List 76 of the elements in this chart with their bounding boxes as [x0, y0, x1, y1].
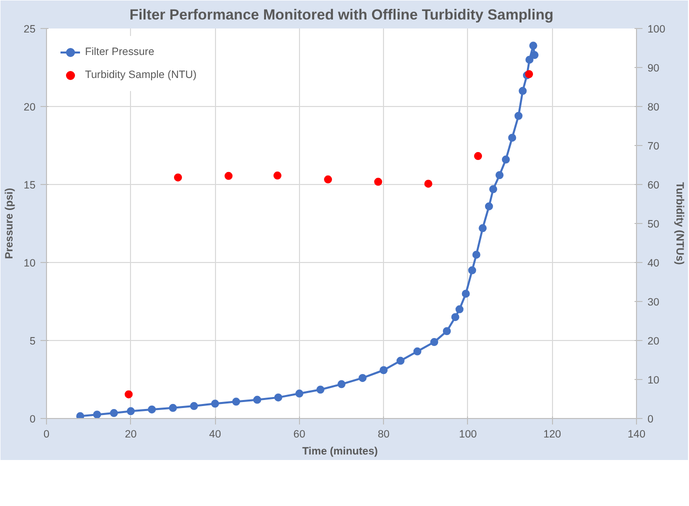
point — [380, 366, 388, 374]
point — [430, 338, 438, 346]
x-axis-title: Time (minutes) — [302, 446, 378, 458]
y2-tick-label: 0 — [648, 414, 654, 426]
point — [358, 374, 367, 382]
point — [148, 405, 156, 414]
point — [502, 156, 510, 164]
y2-tick-label: 40 — [648, 258, 660, 270]
point — [211, 400, 220, 408]
point — [224, 172, 233, 180]
point — [413, 347, 422, 356]
point — [496, 171, 504, 180]
y2-tick-label: 80 — [648, 102, 660, 114]
point — [474, 152, 482, 160]
point — [232, 398, 240, 406]
x-tick-label: 0 — [44, 428, 50, 440]
point — [338, 380, 346, 388]
point — [525, 56, 534, 64]
chart-title: Filter Performance Monitored with Offline Turbidity Sampling — [130, 8, 554, 24]
point — [274, 393, 282, 402]
y2-tick-label: 50 — [648, 218, 660, 230]
y2-tick-label: 100 — [648, 24, 666, 36]
x-tick-label: 140 — [628, 428, 646, 440]
point — [442, 327, 451, 336]
point — [468, 266, 476, 274]
point — [462, 290, 470, 298]
point — [451, 313, 460, 322]
point — [530, 51, 539, 60]
y-tick-label: 5 — [30, 336, 36, 348]
point — [489, 185, 498, 194]
y-tick-label: 15 — [24, 180, 36, 192]
legend-label: Turbidity Sample (NTU) — [85, 69, 197, 81]
y2-tick-label: 30 — [648, 296, 660, 308]
point — [424, 180, 432, 188]
point — [514, 112, 522, 120]
y2-axis-title: Turbidity (NTUs) — [673, 182, 686, 266]
point — [529, 42, 538, 50]
point — [324, 175, 332, 184]
point — [508, 134, 516, 142]
y-tick-label: 20 — [24, 102, 36, 114]
point — [478, 224, 487, 232]
y2-tick-label: 90 — [648, 62, 660, 74]
point — [295, 390, 304, 398]
y2-tick-label: 60 — [648, 180, 660, 192]
y-axis-title: Pressure (psi) — [4, 188, 16, 260]
point — [190, 402, 198, 410]
y2-tick-label: 10 — [648, 374, 660, 386]
x-tick-label: 120 — [543, 428, 562, 440]
y-tick-label: 25 — [24, 24, 36, 36]
y-tick-label: 10 — [24, 258, 36, 270]
point — [518, 86, 527, 95]
point — [485, 202, 493, 210]
legend-label: Filter Pressure — [85, 46, 154, 58]
point — [525, 70, 534, 78]
point — [168, 404, 177, 412]
x-tick-label: 20 — [124, 428, 137, 440]
point — [273, 172, 282, 180]
y2-tick-label: 70 — [648, 140, 660, 152]
point — [110, 409, 118, 418]
point — [124, 390, 133, 398]
point — [126, 407, 135, 416]
y2-tick-label: 20 — [648, 336, 660, 348]
x-tick-label: 60 — [293, 428, 306, 440]
point — [396, 356, 404, 365]
point — [253, 396, 262, 404]
y-tick-label: 0 — [30, 414, 36, 426]
x-tick-label: 80 — [378, 428, 390, 440]
point — [174, 173, 182, 182]
point — [76, 412, 84, 418]
point — [316, 386, 324, 394]
point — [93, 410, 102, 418]
x-tick-label: 100 — [459, 428, 477, 440]
x-tick-label: 40 — [209, 428, 222, 440]
point — [456, 305, 464, 314]
point — [374, 178, 382, 186]
point — [472, 250, 480, 259]
